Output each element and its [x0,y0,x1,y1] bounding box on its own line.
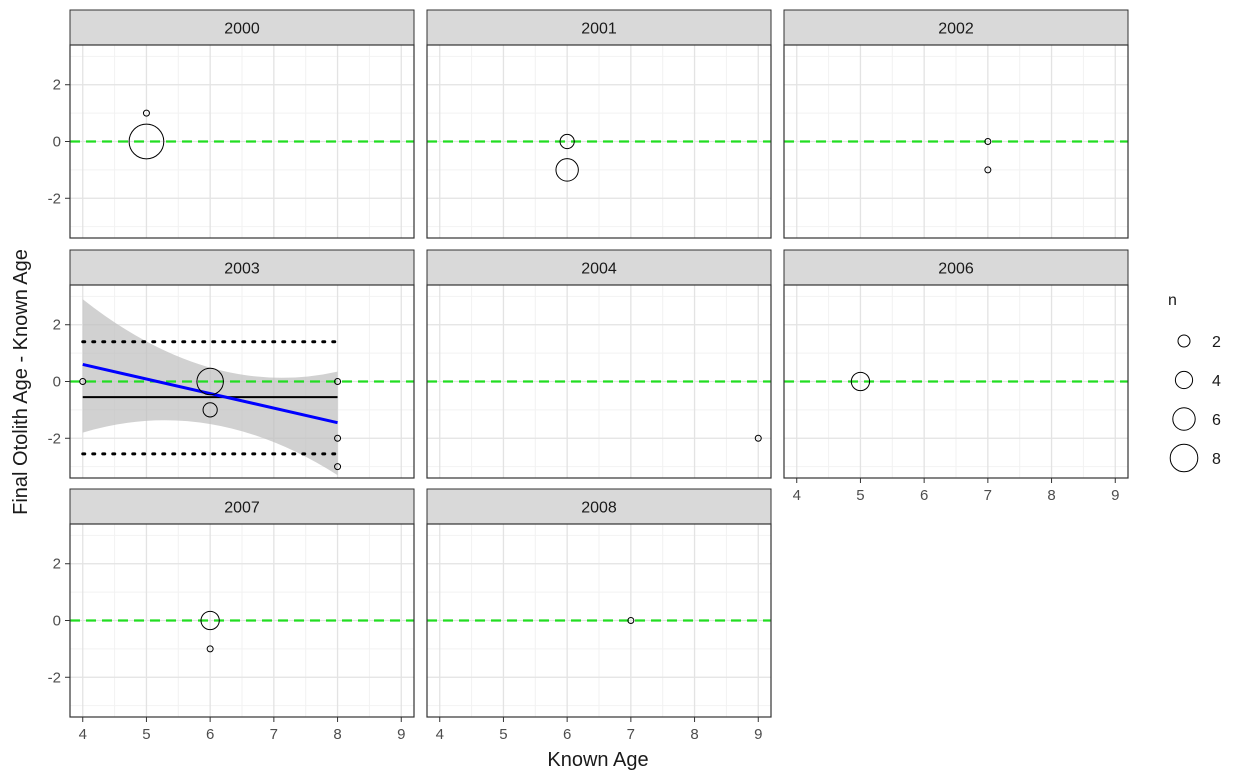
panel-strip [426,488,772,525]
x-tick-label: 8 [333,726,341,743]
y-tick-label: 2 [53,556,61,573]
data-point [559,133,575,150]
y-tick-label: -2 [48,190,61,207]
x-tick-label: 8 [1047,487,1055,504]
data-point [850,371,871,392]
legend-key-circle [1177,334,1191,348]
panel-2004: 2004 [426,249,772,479]
data-point [334,378,342,385]
x-tick-label: 9 [754,726,762,743]
panel-strip-label: 2003 [224,261,260,278]
x-tick-label: 7 [627,726,635,743]
y-tick-label: 2 [53,77,61,94]
data-point [334,434,342,442]
panel-strip [783,9,1129,46]
legend-entry-label: 8 [1212,451,1221,468]
panel-strip-label: 2000 [224,21,260,38]
x-tick-label: 4 [793,487,801,504]
size-legend: n 2 4 6 8 [1168,292,1221,473]
panel-2003: 2003 [69,249,415,479]
y-tick-label: 0 [53,374,61,391]
y-tick-label: 0 [53,134,61,151]
panel-strip-label: 2007 [224,500,260,517]
data-point [627,617,635,624]
confidence-band [82,299,338,476]
y-axis-title: Final Otolith Age - Known Age [10,249,32,515]
panel-2000: 2000 [69,9,415,239]
x-tick-label: 6 [920,487,928,504]
regression-line [82,363,338,425]
panel-2007: 2007 [69,488,415,718]
data-point [984,166,992,174]
data-point [79,378,87,385]
panel-strip [69,488,415,525]
x-tick-label: 4 [79,726,87,743]
x-tick-label: 5 [142,726,150,743]
x-tick-label: 5 [499,726,507,743]
panel-strip [69,9,415,46]
y-tick-label: -2 [48,669,61,686]
data-point [754,434,762,442]
panel-strip-label: 2001 [581,21,617,38]
data-point [984,138,992,145]
x-tick-label: 7 [270,726,278,743]
panel-strip-label: 2002 [938,21,974,38]
x-tick-label: 6 [563,726,571,743]
panel-2002: 2002 [783,9,1129,239]
legend-entry-label: 6 [1212,412,1221,429]
x-tick-label: 5 [856,487,864,504]
data-point [200,610,220,631]
legend-entry-label: 2 [1212,334,1221,351]
data-point [555,158,579,182]
x-tick-label: 7 [984,487,992,504]
x-axis-title: Known Age [547,749,648,771]
panels-layer: 2000 2001 2002 2003 2004 2006 2007 2008 [69,9,1129,718]
legend-key-circle [1172,407,1196,431]
panel-strip-label: 2006 [938,261,974,278]
legend-key-circle [1174,370,1194,390]
data-point [334,463,342,471]
legend-entry-label: 4 [1212,373,1221,390]
data-point [202,402,218,418]
y-tick-label: 2 [53,317,61,334]
axes-layer: 2 0 -2 2 0 -2 4 5 6 7 8 9 2 0 -2 4 5 6 7 8 9 4 5 6 7 8 9 [48,77,1120,743]
x-tick-label: 9 [1111,487,1119,504]
panel-border [783,44,1129,239]
legend-key-circle [1169,443,1199,473]
x-tick-label: 4 [436,726,444,743]
legend-title: n [1168,292,1177,309]
panel-border [426,44,772,239]
panel-border [426,284,772,479]
x-tick-label: 9 [397,726,405,743]
panel-2001: 2001 [426,9,772,239]
y-tick-label: -2 [48,430,61,447]
panel-strip [426,9,772,46]
data-point [206,645,214,653]
data-point [128,123,165,160]
panel-border [426,523,772,718]
panel-2006: 2006 [783,249,1129,479]
x-tick-label: 6 [206,726,214,743]
data-point [196,367,224,396]
panel-border [783,284,1129,479]
panel-strip-label: 2008 [581,500,617,517]
x-tick-label: 8 [690,726,698,743]
panel-strip [69,249,415,286]
y-tick-label: 0 [53,613,61,630]
panel-2008: 2008 [426,488,772,718]
data-point [142,109,150,117]
panel-strip-label: 2004 [581,261,617,278]
